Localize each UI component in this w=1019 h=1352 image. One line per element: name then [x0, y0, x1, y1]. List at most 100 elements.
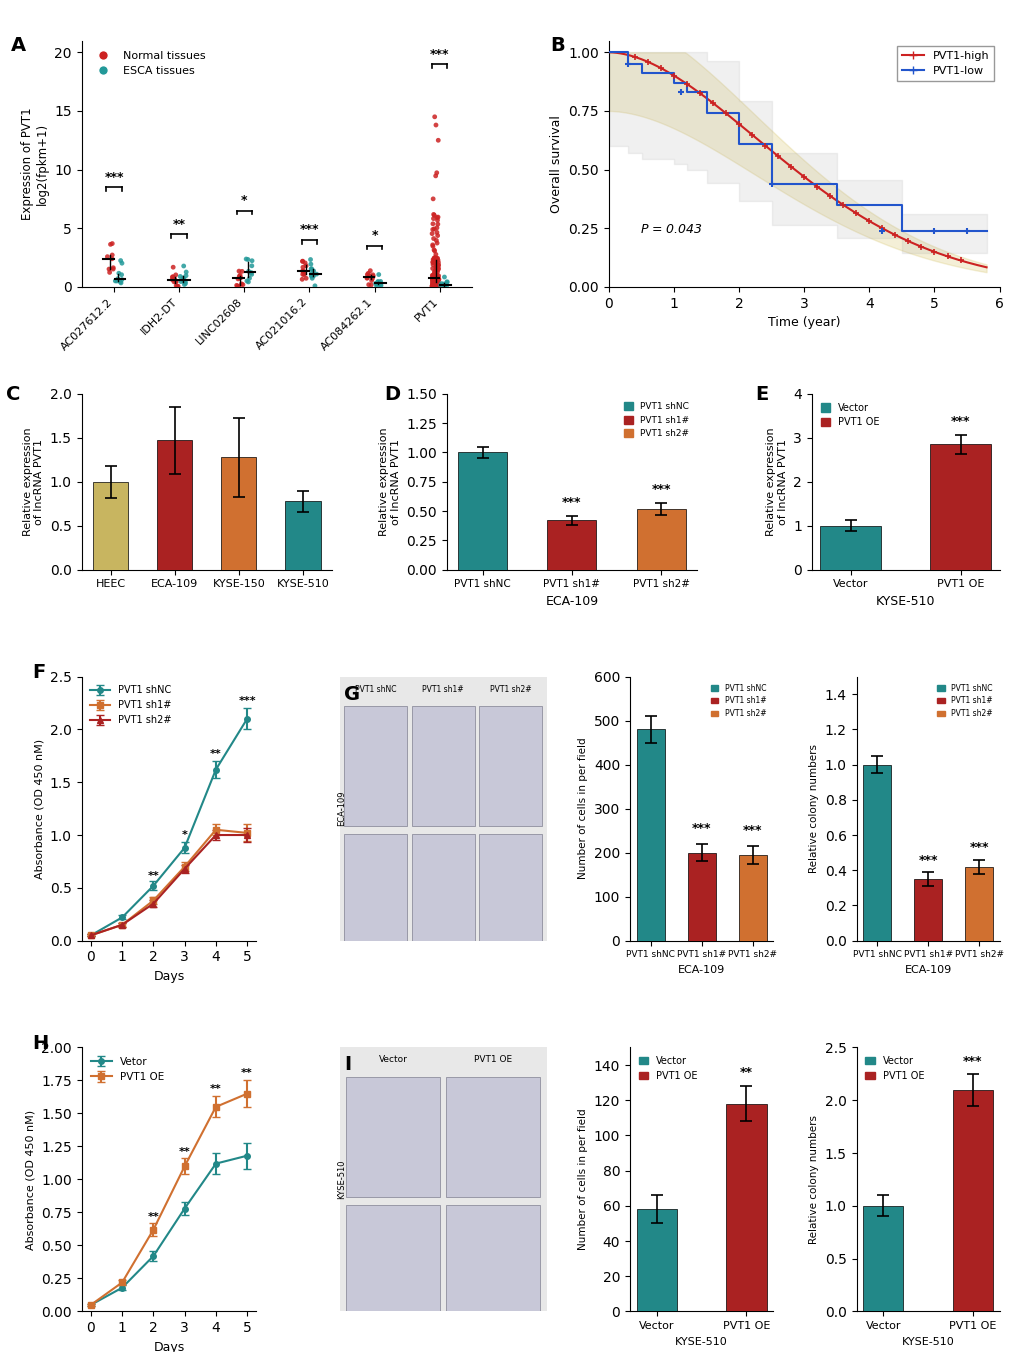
- Text: C: C: [6, 385, 20, 404]
- Point: [425, 265, 441, 287]
- Legend: Vector, PVT1 OE: Vector, PVT1 OE: [861, 1052, 927, 1086]
- Point: [426, 249, 442, 270]
- Point: [428, 266, 444, 288]
- Bar: [547, 521, 596, 569]
- Bar: [819, 526, 880, 569]
- Text: **: **: [210, 1084, 221, 1094]
- Point: [177, 265, 194, 287]
- Bar: [929, 445, 990, 569]
- Point: [426, 218, 442, 239]
- Point: [428, 253, 444, 274]
- Text: **: **: [210, 749, 221, 758]
- Point: [367, 273, 383, 295]
- Point: [430, 254, 446, 276]
- Point: [424, 276, 440, 297]
- Point: [425, 276, 441, 297]
- Point: [111, 262, 127, 284]
- Point: [427, 165, 443, 187]
- Point: [425, 188, 441, 210]
- Point: [359, 264, 375, 285]
- Point: [426, 105, 442, 127]
- Legend: PVT1 shNC, PVT1 sh1#, PVT1 sh2#: PVT1 shNC, PVT1 sh1#, PVT1 sh2#: [87, 681, 175, 729]
- Point: [166, 270, 182, 292]
- Bar: [411, 706, 475, 826]
- Point: [430, 276, 446, 297]
- Point: [242, 268, 258, 289]
- Point: [424, 214, 440, 235]
- Bar: [343, 706, 407, 826]
- Point: [429, 207, 445, 228]
- Point: [424, 272, 440, 293]
- Point: [167, 270, 183, 292]
- Point: [234, 274, 251, 296]
- Legend: Normal tissues, ESCA tissues: Normal tissues, ESCA tissues: [87, 46, 210, 81]
- Point: [303, 258, 319, 280]
- Point: [298, 268, 314, 289]
- Point: [427, 266, 443, 288]
- Point: [372, 274, 388, 296]
- Point: [425, 269, 441, 291]
- Legend: PVT1-high, PVT1-low: PVT1-high, PVT1-low: [897, 46, 994, 81]
- Y-axis label: Number of cells in per field: Number of cells in per field: [578, 1109, 588, 1251]
- Point: [430, 265, 446, 287]
- Bar: [446, 1076, 540, 1197]
- Point: [426, 269, 442, 291]
- X-axis label: KYSE-510: KYSE-510: [875, 595, 934, 608]
- Point: [360, 274, 376, 296]
- Bar: [952, 1090, 993, 1311]
- Point: [293, 269, 310, 291]
- Point: [165, 257, 181, 279]
- Point: [428, 230, 444, 251]
- Text: ***: ***: [561, 496, 581, 508]
- Point: [429, 254, 445, 276]
- Point: [303, 253, 319, 274]
- Point: [430, 258, 446, 280]
- Bar: [964, 867, 993, 941]
- Text: ***: ***: [962, 1055, 981, 1068]
- Bar: [726, 1103, 766, 1311]
- Text: D: D: [384, 385, 399, 404]
- Text: ***: ***: [430, 47, 449, 61]
- Point: [427, 268, 443, 289]
- Point: [425, 276, 441, 297]
- Text: **: **: [148, 872, 159, 882]
- Point: [430, 256, 446, 277]
- Point: [370, 270, 386, 292]
- Point: [429, 274, 445, 296]
- Point: [166, 268, 182, 289]
- Text: PVT1 sh1#: PVT1 sh1#: [422, 684, 464, 694]
- Point: [303, 265, 319, 287]
- Point: [370, 272, 386, 293]
- Point: [110, 268, 126, 289]
- Point: [102, 234, 118, 256]
- Point: [230, 276, 247, 297]
- Point: [365, 264, 381, 285]
- Point: [229, 276, 246, 297]
- Point: [425, 270, 441, 292]
- Point: [438, 272, 454, 293]
- Point: [427, 273, 443, 295]
- Point: [231, 265, 248, 287]
- Point: [427, 269, 443, 291]
- Point: [438, 270, 454, 292]
- Point: [427, 114, 443, 135]
- Point: [175, 269, 192, 291]
- Point: [359, 266, 375, 288]
- Point: [360, 262, 376, 284]
- Point: [294, 250, 311, 272]
- Text: H: H: [33, 1034, 49, 1053]
- Point: [105, 258, 121, 280]
- Point: [436, 274, 452, 296]
- Point: [429, 260, 445, 281]
- Bar: [913, 879, 942, 941]
- Point: [428, 268, 444, 289]
- Point: [428, 266, 444, 288]
- Text: PVT1 OE: PVT1 OE: [474, 1056, 512, 1064]
- Text: **: **: [739, 1067, 752, 1079]
- Point: [362, 260, 378, 281]
- Point: [436, 266, 452, 288]
- Point: [427, 243, 443, 265]
- Point: [426, 276, 442, 297]
- X-axis label: ECA-109: ECA-109: [904, 965, 951, 975]
- Text: B: B: [550, 35, 565, 54]
